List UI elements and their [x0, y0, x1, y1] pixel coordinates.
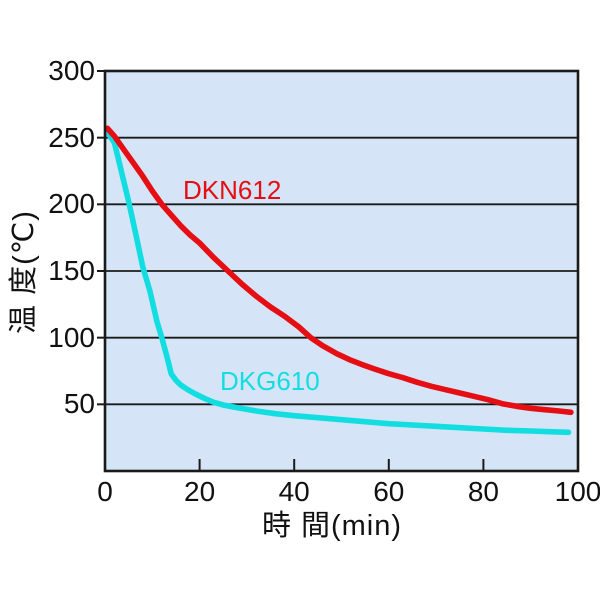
y-axis-title: 温 度(℃)	[8, 210, 40, 334]
y-tick-label-100: 100	[48, 321, 95, 353]
plot-frame	[103, 69, 580, 473]
y-tick-label-50: 50	[63, 388, 95, 420]
series-curve-dkn612	[104, 125, 574, 416]
y-tick-label-300: 300	[48, 55, 95, 86]
x-tick-label-40: 40	[278, 476, 310, 507]
x-axis-title: 時 間(min)	[261, 510, 403, 542]
y-tick-label-250: 250	[48, 121, 95, 153]
series-label-dkn612: DKN612	[183, 175, 282, 205]
x-tick-label-60: 60	[373, 476, 405, 507]
y-tick-label-200: 200	[48, 188, 95, 220]
x-tick-label-0: 0	[97, 476, 113, 507]
x-tick-label-80: 80	[467, 476, 499, 507]
series-label-dkg610: DKG610	[220, 366, 320, 396]
series-curve-dkg610	[104, 129, 572, 436]
y-tick-label-150: 150	[48, 255, 95, 286]
x-tick-label-100: 100	[554, 476, 600, 507]
x-tick-label-20: 20	[184, 476, 216, 507]
